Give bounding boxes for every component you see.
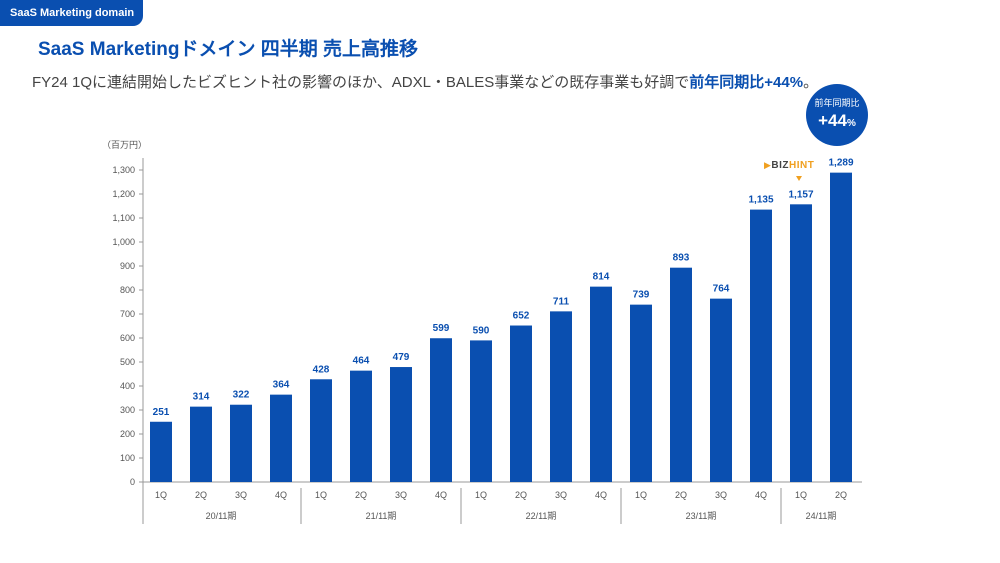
bar xyxy=(430,338,452,482)
x-tick-label: 2Q xyxy=(515,490,527,500)
bar-value-label: 590 xyxy=(473,325,490,336)
y-tick-label: 1,200 xyxy=(112,189,135,199)
yoy-badge-unit: % xyxy=(846,118,856,129)
subtitle-suffix: 。 xyxy=(803,74,819,91)
down-arrow-icon xyxy=(796,176,802,181)
x-tick-label: 2Q xyxy=(355,490,367,500)
y-tick-label: 100 xyxy=(120,453,135,463)
bar xyxy=(150,421,172,482)
bar-value-label: 739 xyxy=(633,290,650,301)
x-tick-label: 1Q xyxy=(475,490,487,500)
bar xyxy=(310,379,332,482)
y-tick-label: 700 xyxy=(120,309,135,319)
bar-value-label: 814 xyxy=(593,272,610,283)
bar-value-label: 322 xyxy=(233,390,250,401)
group-label: 23/11期 xyxy=(686,511,717,521)
bar xyxy=(190,406,212,482)
y-tick-label: 1,300 xyxy=(112,165,135,175)
x-tick-label: 2Q xyxy=(835,490,847,500)
x-tick-label: 1Q xyxy=(635,490,647,500)
group-label: 20/11期 xyxy=(206,511,237,521)
bar xyxy=(230,404,252,482)
subtitle-highlight: 前年同期比+44% xyxy=(689,74,804,91)
y-tick-label: 900 xyxy=(120,261,135,271)
domain-tag: SaaS Marketing domain xyxy=(0,0,143,26)
x-tick-label: 2Q xyxy=(195,490,207,500)
yoy-badge-number: +44 xyxy=(818,111,847,130)
yoy-badge-label: 前年同期比 xyxy=(814,98,860,108)
bar-value-label: 251 xyxy=(153,407,170,418)
x-tick-label: 3Q xyxy=(715,490,727,500)
y-tick-label: 800 xyxy=(120,285,135,295)
y-axis-unit-label: （百万円） xyxy=(102,140,147,150)
x-tick-label: 2Q xyxy=(675,490,687,500)
bar xyxy=(390,367,412,482)
x-tick-label: 3Q xyxy=(395,490,407,500)
group-label: 24/11期 xyxy=(806,511,837,521)
group-label: 21/11期 xyxy=(366,511,397,521)
bar-value-label: 764 xyxy=(713,284,730,295)
y-tick-label: 1,100 xyxy=(112,213,135,223)
x-tick-label: 3Q xyxy=(235,490,247,500)
bar-value-label: 893 xyxy=(673,253,690,264)
bar xyxy=(270,394,292,482)
bar-value-label: 1,289 xyxy=(828,158,853,169)
bar xyxy=(350,370,372,482)
bar xyxy=(750,209,772,482)
bar-value-label: 464 xyxy=(353,356,370,367)
bar xyxy=(790,204,812,482)
y-tick-label: 0 xyxy=(130,477,135,487)
yoy-badge-value: +44% xyxy=(806,111,868,131)
bizhint-logo-biz: BIZ xyxy=(771,160,790,171)
group-label: 22/11期 xyxy=(526,511,557,521)
x-tick-label: 1Q xyxy=(795,490,807,500)
bizhint-logo: ▶BIZHINT xyxy=(764,160,814,171)
x-tick-label: 3Q xyxy=(555,490,567,500)
bar-value-label: 364 xyxy=(273,380,290,391)
bar xyxy=(830,172,852,482)
bar xyxy=(710,298,732,482)
bar-value-label: 428 xyxy=(313,364,330,375)
bar xyxy=(590,286,612,482)
subtitle: FY24 1Qに連結開始したビズヒント社の影響のほか、ADXL・BALES事業な… xyxy=(32,71,818,92)
bar-value-label: 711 xyxy=(553,296,570,307)
bar-value-label: 652 xyxy=(513,311,530,322)
bar-value-label: 1,157 xyxy=(788,189,813,200)
bar-value-label: 1,135 xyxy=(748,195,773,206)
bar xyxy=(630,304,652,482)
y-tick-label: 400 xyxy=(120,381,135,391)
y-tick-label: 600 xyxy=(120,333,135,343)
bar xyxy=(550,311,572,482)
y-tick-label: 300 xyxy=(120,405,135,415)
bizhint-logo-hint: HINT xyxy=(789,160,815,171)
x-tick-label: 1Q xyxy=(155,490,167,500)
page-title: SaaS Marketingドメイン 四半期 売上高推移 xyxy=(38,39,419,60)
bar xyxy=(510,325,532,482)
x-tick-label: 4Q xyxy=(595,490,607,500)
x-tick-label: 4Q xyxy=(275,490,287,500)
bar xyxy=(470,340,492,482)
bar-value-label: 314 xyxy=(193,392,210,403)
bar xyxy=(670,267,692,482)
subtitle-prefix: FY24 1Qに連結開始したビズヒント社の影響のほか、ADXL・BALES事業な… xyxy=(32,74,690,91)
x-tick-label: 4Q xyxy=(755,490,767,500)
x-tick-label: 4Q xyxy=(435,490,447,500)
x-tick-label: 1Q xyxy=(315,490,327,500)
yoy-badge: 前年同期比 +44% xyxy=(806,84,868,146)
y-tick-label: 500 xyxy=(120,357,135,367)
y-tick-label: 1,000 xyxy=(112,237,135,247)
play-triangle-icon: ▶ xyxy=(764,160,772,170)
bar-value-label: 599 xyxy=(433,323,450,334)
bar-value-label: 479 xyxy=(393,352,410,363)
y-tick-label: 200 xyxy=(120,429,135,439)
